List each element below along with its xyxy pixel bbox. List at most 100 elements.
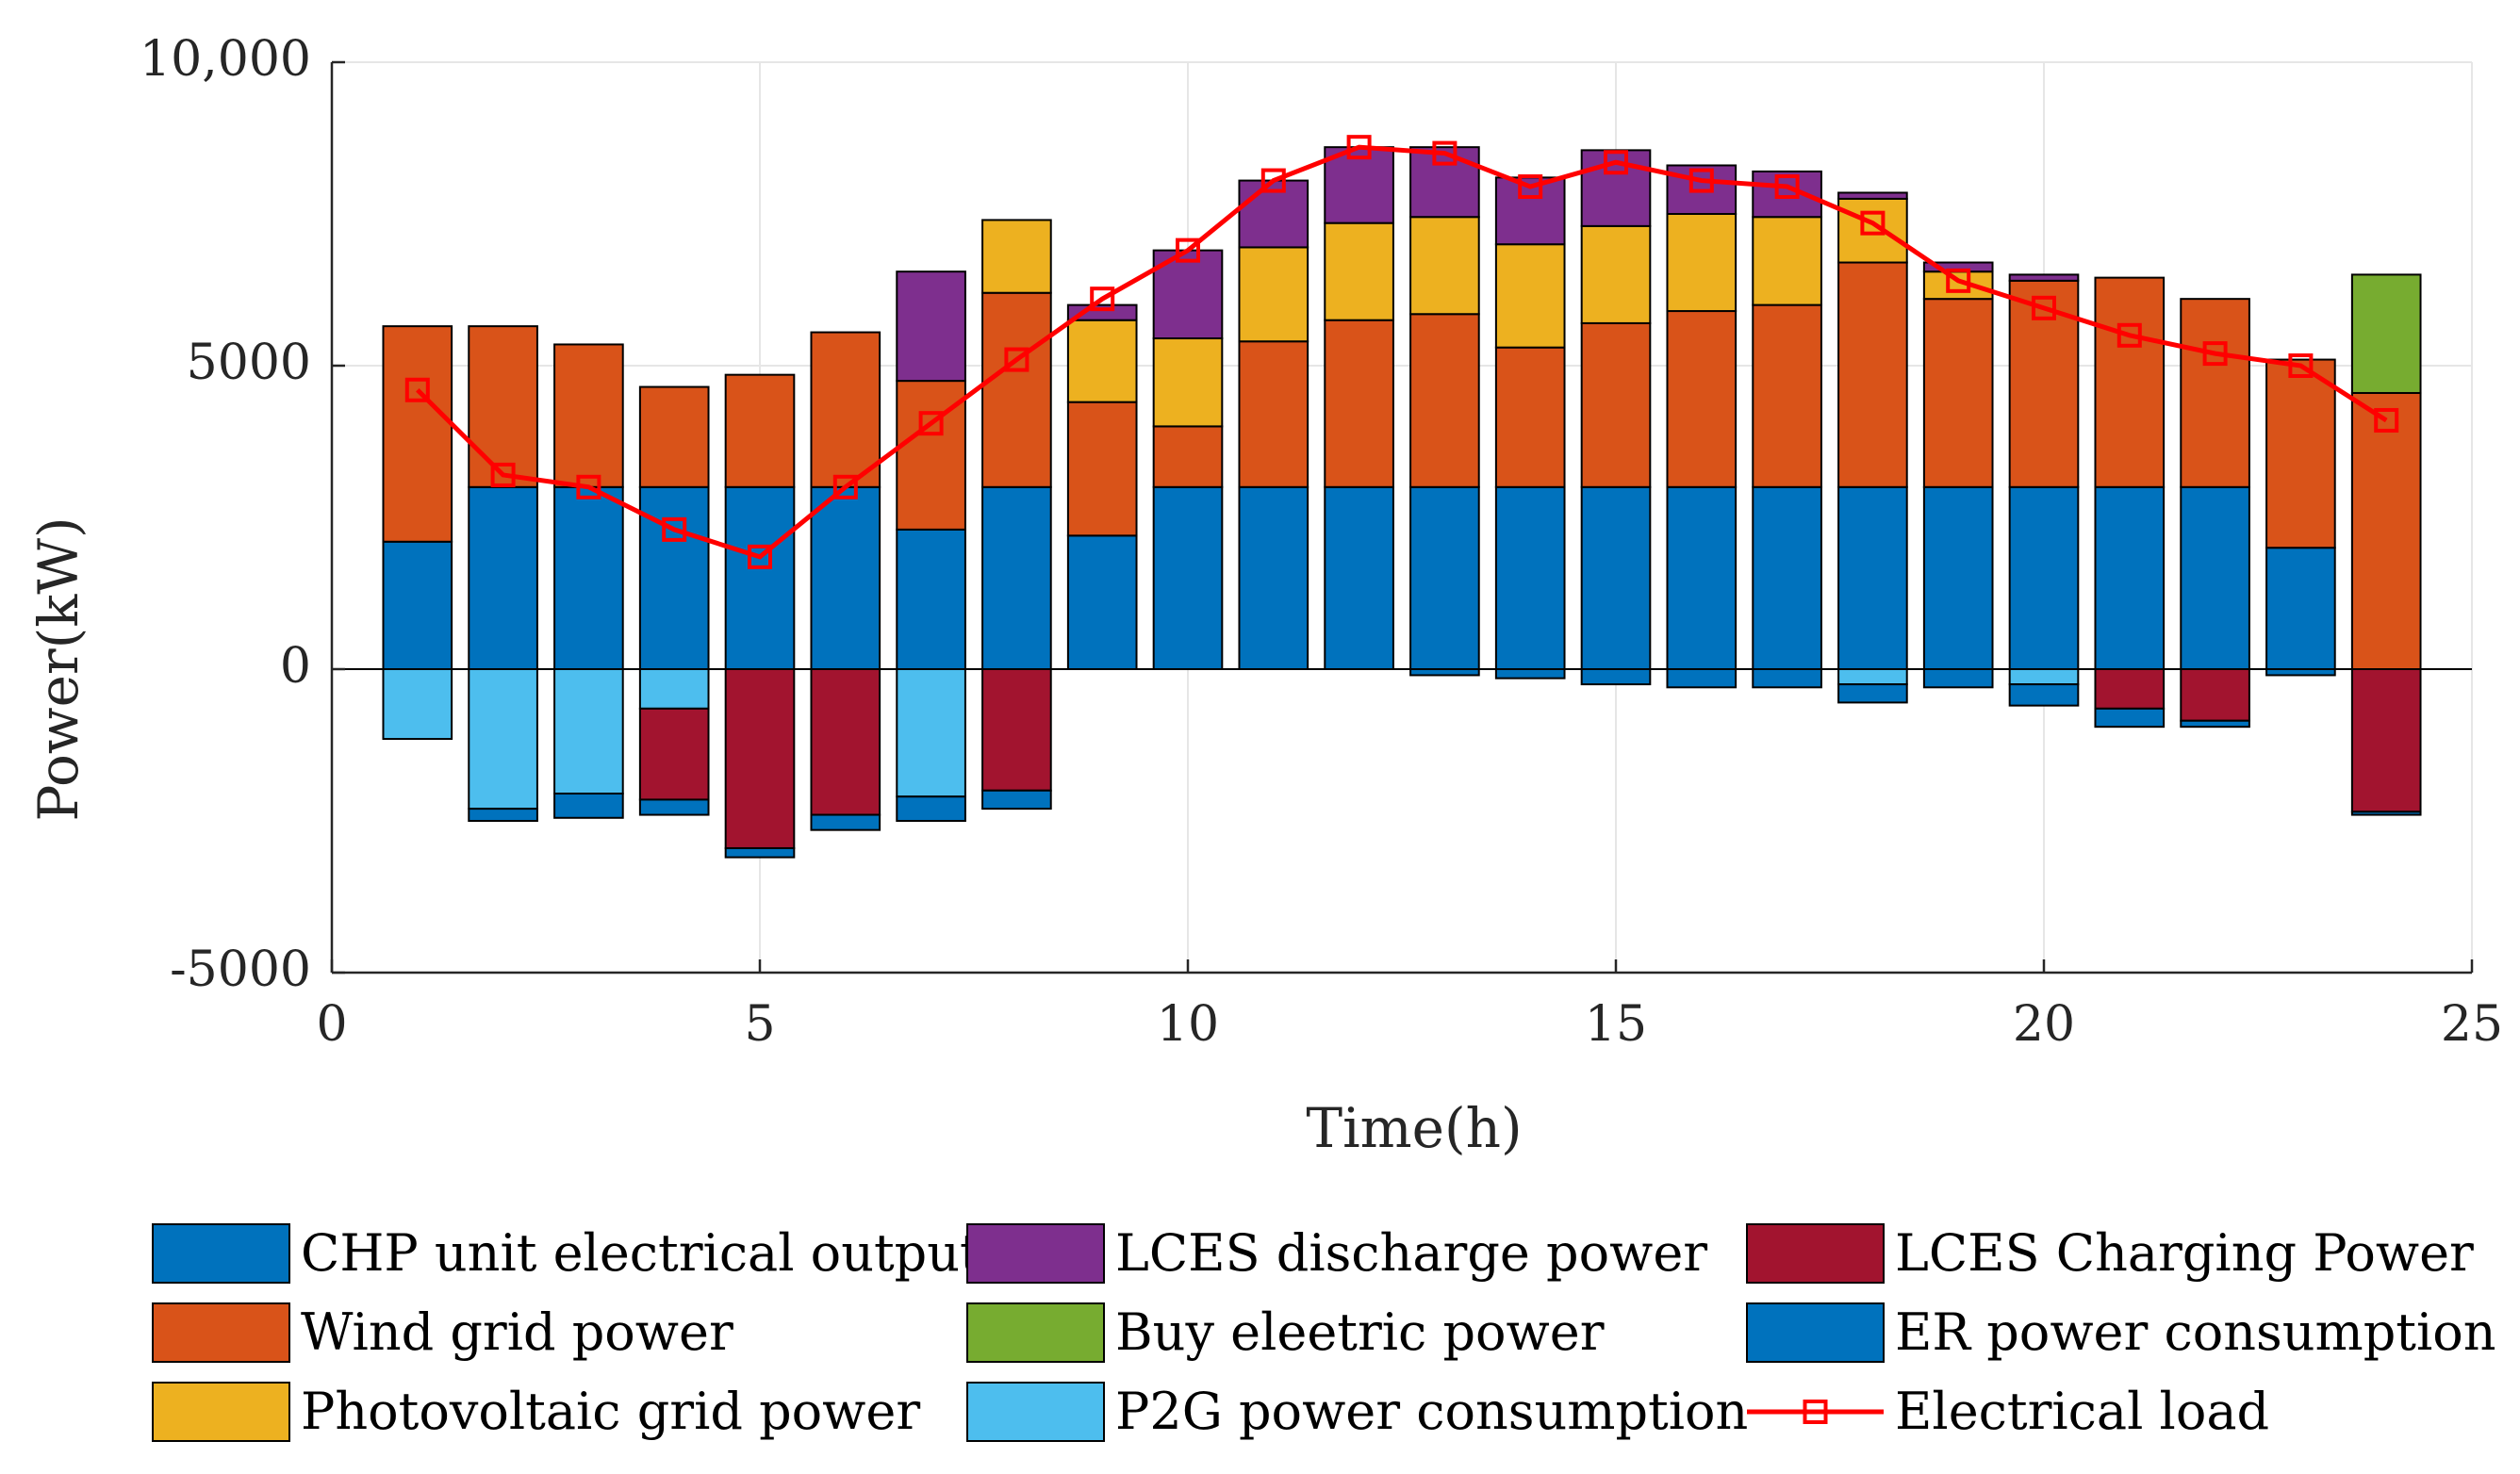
x-tick-label: 0 — [316, 996, 347, 1053]
load-marker — [490, 462, 516, 487]
bar-segment — [2008, 273, 2080, 282]
bar-segment — [1580, 224, 1652, 324]
bar-segment — [810, 813, 881, 831]
bar-segment — [2350, 811, 2422, 816]
x-tick-label: 25 — [2441, 996, 2503, 1053]
bar-segment — [1580, 321, 1652, 488]
legend-label: LCES discharge power — [1115, 1223, 1707, 1283]
legend-label: Photovoltaic grid power — [301, 1382, 920, 1441]
bar-segment — [1837, 261, 1908, 488]
load-marker — [1090, 287, 1115, 312]
bar-segment — [553, 668, 624, 795]
x-tick-label: 20 — [2013, 996, 2075, 1053]
bar-segment — [896, 270, 966, 383]
bar-segment — [1324, 319, 1394, 488]
bar-segment — [981, 789, 1052, 811]
bar-segment — [1837, 191, 1908, 200]
bar-segment — [724, 485, 796, 670]
bar-segment — [724, 668, 796, 849]
bar-segment — [1152, 425, 1224, 488]
bar-segment — [1580, 485, 1652, 670]
bar-segment — [2180, 298, 2250, 488]
bar-segment — [638, 668, 710, 710]
bar-segment — [2350, 668, 2422, 813]
bar-segment — [2008, 485, 2080, 670]
bar-segment — [981, 291, 1052, 488]
bar-segment — [1580, 668, 1652, 686]
bar-segment — [981, 219, 1052, 294]
load-marker — [2202, 341, 2228, 367]
load-marker — [918, 411, 944, 436]
bar-segment — [810, 485, 881, 670]
bar-segment — [1238, 340, 1309, 488]
bar-segment — [2350, 391, 2422, 670]
bar-segment — [382, 540, 453, 671]
legend: CHP unit electrical output LCES discharge… — [152, 1223, 2496, 1442]
load-marker — [1688, 168, 1714, 193]
bar-segment — [553, 485, 624, 670]
bar-segment — [896, 528, 966, 670]
electrical-load-polyline — [416, 144, 2388, 560]
load-marker — [2116, 322, 2142, 348]
bar-segment — [1752, 216, 1822, 306]
bar-segment — [981, 485, 1052, 670]
bar-segment — [724, 846, 796, 859]
bar-segment — [2008, 683, 2080, 707]
load-marker — [662, 516, 687, 542]
y-tick-label: 10,000 — [140, 31, 311, 88]
y-tick-label: 0 — [280, 638, 311, 695]
legend-label: CHP unit electrical output — [301, 1223, 980, 1283]
load-marker — [1604, 150, 1628, 175]
legend-label: LCES Charging Power — [1895, 1223, 2474, 1283]
bar-segment — [468, 668, 538, 811]
legend-label: Electrical load — [1895, 1382, 2269, 1441]
bar-segment — [1066, 401, 1138, 537]
bar-segment — [1152, 485, 1224, 670]
legend-label: P2G power consumption — [1115, 1382, 1748, 1441]
load-marker — [1518, 174, 1543, 200]
bar-segment — [2180, 719, 2250, 729]
bar-segment — [1752, 303, 1822, 488]
bar-segment — [2008, 668, 2080, 686]
bar-segment — [1837, 197, 1908, 264]
legend-swatch — [152, 1302, 290, 1363]
bar-segment — [468, 325, 538, 488]
load-marker — [404, 377, 430, 402]
bar-segment — [2265, 547, 2336, 671]
bar-segment — [382, 325, 453, 543]
x-tick-label: 10 — [1157, 996, 1219, 1053]
bar-segment — [1922, 270, 1994, 301]
load-marker — [2032, 295, 2056, 320]
x-tick-label: 15 — [1585, 996, 1647, 1053]
bar-segment — [2094, 276, 2166, 488]
bar-segment — [1324, 221, 1394, 321]
bar-segment — [1409, 146, 1480, 219]
load-marker — [1774, 174, 1800, 200]
bar-segment — [1409, 216, 1480, 316]
bar-segment — [1922, 298, 1994, 488]
bar-segment — [1666, 668, 1738, 689]
bar-segment — [896, 795, 966, 822]
bar-segment — [468, 485, 538, 670]
legend-swatch — [152, 1382, 290, 1442]
bar-segment — [1837, 485, 1908, 670]
legend-swatch — [1746, 1302, 1885, 1363]
load-marker — [832, 474, 858, 500]
bars — [382, 146, 2422, 859]
bar-segment — [724, 373, 796, 488]
bar-segment — [1409, 485, 1480, 670]
bar-segment — [638, 485, 710, 670]
bar-segment — [2094, 485, 2166, 670]
load-marker — [1260, 168, 1286, 193]
bar-segment — [1666, 213, 1738, 313]
y-tick-label: 5000 — [187, 335, 311, 391]
bar-segment — [1922, 485, 1994, 670]
x-axis-title: Time(h) — [1306, 1096, 1522, 1160]
bar-segment — [1837, 668, 1908, 686]
bar-segment — [1666, 310, 1738, 488]
bar-segment — [553, 793, 624, 819]
axes — [330, 60, 2474, 974]
bar-segment — [2265, 358, 2336, 549]
